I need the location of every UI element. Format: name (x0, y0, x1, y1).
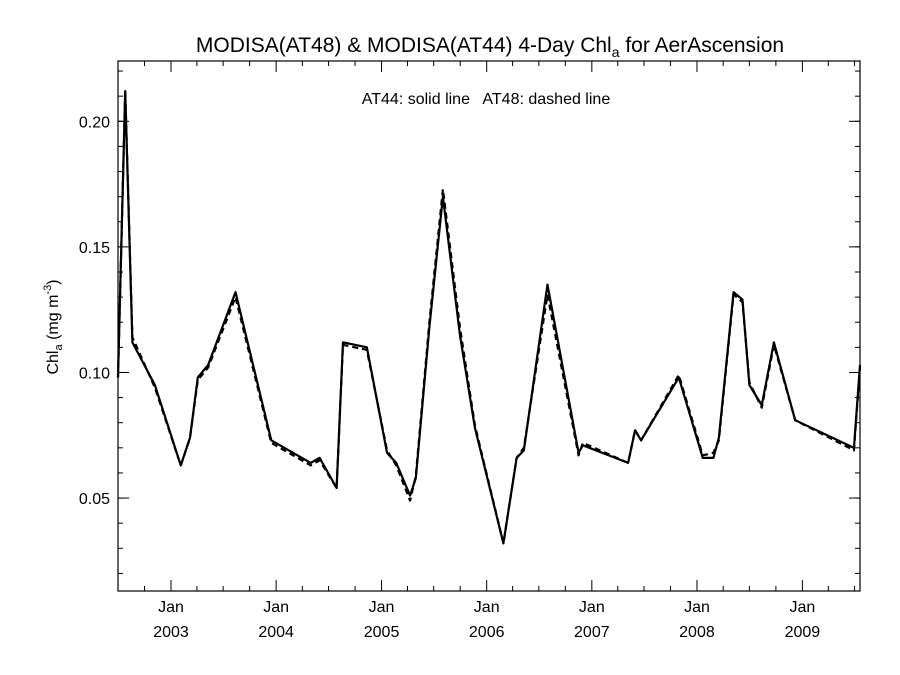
x-tick-month-label: Jan (684, 599, 710, 616)
y-axis-label-superscript: -3 (42, 285, 54, 295)
x-tick-year-label: 2005 (364, 624, 400, 641)
y-tick-label: 0.15 (79, 240, 110, 257)
x-tick-month-label: Jan (789, 599, 815, 616)
x-tick-year-label: 2007 (574, 624, 610, 641)
plot-frame (117, 60, 861, 592)
x-tick-month-label: Jan (474, 599, 500, 616)
chart-title-end: for AerAscension (620, 34, 785, 57)
y-axis-label-subscript: a (53, 344, 65, 351)
series-group (116, 90, 862, 545)
series-annotation: AT44: solid line AT48: dashed line (362, 91, 611, 108)
x-tick-year-label: 2008 (679, 624, 715, 641)
x-tick-month-label: Jan (158, 599, 184, 616)
x-tick-year-label: 2003 (153, 624, 189, 641)
x-tick-month-label: Jan (263, 599, 289, 616)
chart-title-subscript: a (612, 44, 620, 60)
series-line-at44 (116, 90, 862, 545)
y-axis-label-main: Chl (45, 351, 62, 375)
chart-title-main: MODISA(AT48) & MODISA(AT44) 4-Day Chl (196, 34, 612, 57)
y-tick-label: 0.20 (79, 114, 110, 131)
y-tick-label: 0.05 (79, 491, 110, 508)
x-tick-year-label: 2009 (785, 624, 821, 641)
y-tick-label: 0.10 (79, 365, 110, 382)
y-axis-label: Chla (mg m-3) (42, 279, 65, 374)
chart-title: MODISA(AT48) & MODISA(AT44) 4-Day Chla f… (196, 34, 784, 60)
axis-ticks: 0.05 0.10 0.15 0.20 Jan 2003 Jan 2004 Jan 2005 Jan… (79, 61, 860, 641)
x-tick-month-label: Jan (579, 599, 605, 616)
x-tick-year-label: 2006 (469, 624, 505, 641)
x-tick-year-label: 2004 (258, 624, 294, 641)
y-axis-label-close: ) (45, 279, 62, 284)
series-line-at48 (116, 90, 862, 545)
x-tick-month-label: Jan (369, 599, 395, 616)
y-axis-label-unit: (mg m (45, 295, 62, 345)
